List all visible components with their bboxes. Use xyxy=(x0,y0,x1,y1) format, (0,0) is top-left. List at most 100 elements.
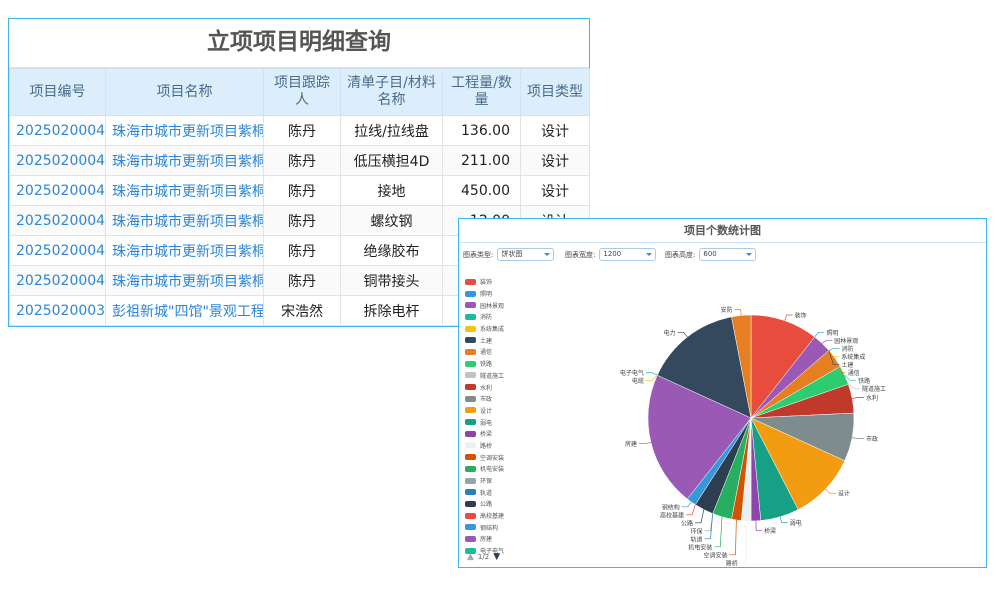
legend-item[interactable]: 市政 xyxy=(465,393,504,405)
legend-item[interactable]: 设计 xyxy=(465,405,504,417)
project-name-link[interactable]: 珠海市城市更新项目紫桐 xyxy=(105,235,264,266)
quantity-cell: 450.00 xyxy=(442,175,521,206)
legend-item[interactable]: 环保 xyxy=(465,475,504,487)
legend-swatch xyxy=(465,337,476,344)
legend-swatch xyxy=(465,290,476,297)
control-select[interactable]: 饼状图 xyxy=(497,248,555,261)
tracker-cell: 陈丹 xyxy=(263,115,341,146)
legend-item[interactable]: 轨道 xyxy=(465,486,504,498)
legend-item[interactable]: 铁路 xyxy=(465,358,504,370)
legend-item[interactable]: 空调安装 xyxy=(465,451,504,463)
tracker-cell: 陈丹 xyxy=(263,175,341,206)
project-name-link[interactable]: 珠海市城市更新项目紫桐 xyxy=(105,175,264,206)
legend-item[interactable]: 弱电 xyxy=(465,416,504,428)
project-id-link[interactable]: 2025020004 xyxy=(9,145,106,176)
page-indicator: 1/2 xyxy=(477,553,490,561)
legend-item[interactable]: 水利 xyxy=(465,381,504,393)
legend-item[interactable]: 土建 xyxy=(465,334,504,346)
legend-item[interactable]: 照明 xyxy=(465,288,504,300)
legend-label: 钢结构 xyxy=(480,524,499,532)
control-label: 图表宽度: xyxy=(565,250,596,259)
type-cell: 设计 xyxy=(520,175,590,206)
label-line xyxy=(821,339,833,344)
control-select[interactable]: 600 xyxy=(699,248,757,261)
material-cell: 低压横担4D xyxy=(340,145,443,176)
legend-swatch xyxy=(465,325,476,332)
legend-swatch xyxy=(465,372,476,379)
label-line xyxy=(739,520,747,564)
project-name-link[interactable]: 珠海市城市更新项目紫桐 xyxy=(105,205,264,236)
legend-item[interactable]: 机电安装 xyxy=(465,463,504,475)
label-line xyxy=(704,513,714,540)
legend-label: 铁路 xyxy=(480,361,493,369)
legend-item[interactable]: 公路 xyxy=(465,498,504,510)
legend-item[interactable]: 隧道施工 xyxy=(465,370,504,382)
legend-swatch xyxy=(465,524,476,531)
label-line xyxy=(714,516,723,548)
project-name-link[interactable]: 珠海市城市更新项目紫桐 xyxy=(105,145,264,176)
label-line xyxy=(784,314,793,321)
slice-label: 园林景观 xyxy=(834,337,858,345)
legend-item[interactable]: 通信 xyxy=(465,346,504,358)
column-header: 清单子目/材料名称 xyxy=(340,68,443,116)
legend-item[interactable]: 系统集成 xyxy=(465,323,504,335)
project-id-link[interactable]: 2025020004 xyxy=(9,115,106,146)
label-line xyxy=(852,437,865,439)
label-line xyxy=(834,358,846,373)
slice-label: 系统集成 xyxy=(841,353,865,361)
legend-label: 桥梁 xyxy=(480,431,493,439)
legend-swatch xyxy=(465,278,476,285)
project-name-link[interactable]: 珠海市城市更新项目紫桐 xyxy=(105,265,264,296)
legend-swatch xyxy=(465,407,476,414)
slice-label: 公路 xyxy=(681,519,693,527)
tracker-cell: 宋浩然 xyxy=(263,295,341,326)
project-name-link[interactable]: 珠海市城市更新项目紫桐 xyxy=(105,115,264,146)
project-id-link[interactable]: 2025020004 xyxy=(9,175,106,206)
legend-item[interactable]: 桥梁 xyxy=(465,428,504,440)
legend-label: 市政 xyxy=(480,396,493,404)
legend-label: 隧道施工 xyxy=(480,372,505,380)
slice-label: 市政 xyxy=(866,435,878,443)
legend-item[interactable]: 电子电气 xyxy=(465,545,504,557)
legend-item[interactable]: 园林景观 xyxy=(465,299,504,311)
label-line xyxy=(645,374,658,382)
legend-item[interactable]: 钢结构 xyxy=(465,521,504,533)
pie-slice[interactable] xyxy=(750,314,816,419)
table-row: 2025020004 珠海市城市更新项目紫桐 陈丹 接地 450.00 设计 xyxy=(9,175,590,206)
project-id-link[interactable]: 2025020004 xyxy=(9,205,106,236)
next-page-icon[interactable]: ▼ xyxy=(493,552,501,562)
label-line xyxy=(848,384,861,389)
project-id-link[interactable]: 2025020003 xyxy=(9,295,106,326)
legend-item[interactable]: 装饰 xyxy=(465,276,504,288)
label-line xyxy=(825,488,836,494)
legend-swatch xyxy=(465,442,476,449)
tracker-cell: 陈丹 xyxy=(263,205,341,236)
pie-slice[interactable] xyxy=(647,374,752,500)
slice-label: 机电安装 xyxy=(688,543,712,551)
control-select[interactable]: 1200 xyxy=(599,248,657,261)
project-id-link[interactable]: 2025020004 xyxy=(9,265,106,296)
legend-swatch xyxy=(465,477,476,484)
slice-label: 水利 xyxy=(866,394,878,402)
legend-swatch xyxy=(465,384,476,391)
label-line xyxy=(734,309,742,316)
legend-label: 照明 xyxy=(480,291,493,299)
slice-label: 铁路 xyxy=(858,377,870,385)
legend-swatch xyxy=(465,395,476,402)
legend-label: 高校基建 xyxy=(480,513,505,521)
legend-item[interactable]: 路桥 xyxy=(465,440,504,452)
legend-item[interactable]: 高校基建 xyxy=(465,510,504,522)
label-line xyxy=(828,347,840,351)
pie-slice[interactable] xyxy=(750,417,846,510)
chart-legend: 装饰照明 园林景观 消防系统集成 土建 通信铁路隧道施工 水利市政 设计 弱电桥梁 路桥 空调安装… xyxy=(465,276,504,557)
legend-label: 系统集成 xyxy=(480,326,505,334)
project-id-link[interactable]: 2025020004 xyxy=(9,235,106,266)
legend-item[interactable]: 房建 xyxy=(465,533,504,545)
project-name-link[interactable]: 彭祖新城"四馆"景观工程 xyxy=(105,295,264,326)
prev-page-icon[interactable]: ▲ xyxy=(467,552,474,562)
legend-swatch xyxy=(465,465,476,472)
slice-label: 电缆 xyxy=(632,377,644,385)
legend-item[interactable]: 消防 xyxy=(465,311,504,323)
type-cell: 设计 xyxy=(520,115,590,146)
